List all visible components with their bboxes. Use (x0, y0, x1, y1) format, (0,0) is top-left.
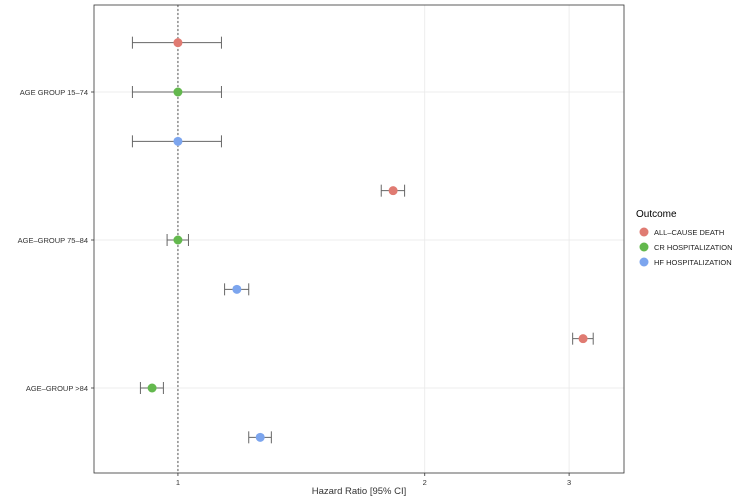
hazard-ratio-point (388, 186, 398, 196)
x-tick-label: 2 (423, 478, 427, 487)
hazard-ratio-point (147, 383, 157, 393)
legend-title: Outcome (636, 209, 677, 220)
legend-swatch (639, 257, 649, 267)
hazard-ratio-point (173, 38, 183, 48)
hazard-ratio-point (173, 87, 183, 97)
hazard-ratio-point (578, 334, 588, 344)
legend-swatch (639, 242, 649, 252)
x-axis-title: Hazard Ratio [95% CI] (312, 486, 407, 497)
legend-swatch (639, 227, 649, 237)
y-tick-label: AGE GROUP 15–74 (20, 88, 88, 97)
hazard-ratio-point (173, 136, 183, 146)
x-axis: Hazard Ratio [95% CI] 1 2 3 (176, 473, 571, 497)
y-axis: AGE GROUP 15–74 AGE–GROUP 75–84 AGE–GROUP … (18, 88, 94, 393)
legend-label: CR HOSPITALIZATION (654, 243, 732, 252)
legend: Outcome ALL–CAUSE DEATH CR HOSPITALIZATIO… (636, 209, 732, 267)
data-marks (131, 36, 594, 444)
legend-label: HF HOSPITALIZATION (654, 258, 732, 267)
hazard-ratio-point (232, 284, 242, 294)
hazard-ratio-point (173, 235, 183, 245)
x-tick-label: 3 (567, 478, 571, 487)
y-tick-label: AGE–GROUP 75–84 (18, 236, 88, 245)
y-tick-label: AGE–GROUP >84 (26, 384, 88, 393)
panel-border (93, 4, 625, 474)
hazard-ratio-point (255, 432, 265, 442)
x-tick-label: 1 (176, 478, 180, 487)
legend-label: ALL–CAUSE DEATH (654, 228, 724, 237)
